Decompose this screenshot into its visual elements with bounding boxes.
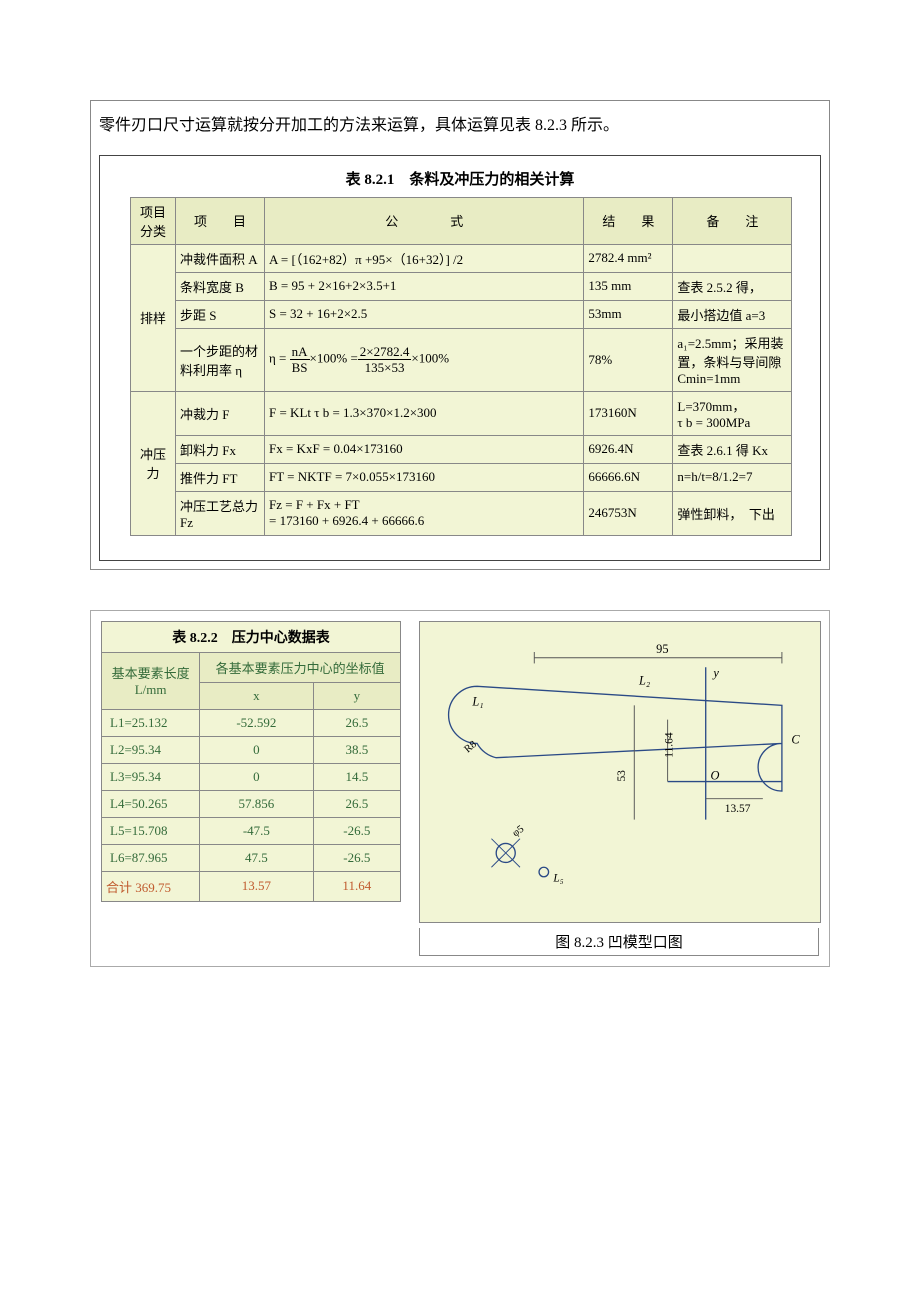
t822-y: -26.5 <box>313 844 400 871</box>
g1-note <box>673 244 792 272</box>
table-821: 项目分类 项 目 公 式 结 果 备 注 排样冲裁件面积 AA = [（162+… <box>130 197 792 536</box>
g1-formula: B = 95 + 2×16+2×3.5+1 <box>265 272 584 300</box>
g2-item: 卸料力 Fx <box>176 435 265 463</box>
th-formula: 公 式 <box>265 197 584 244</box>
table821-title: 表 8.2.1 条料及冲压力的相关计算 <box>100 156 820 197</box>
fig-label-1164: 11.64 <box>663 732 675 758</box>
fig-label-O: O <box>710 768 719 782</box>
t822-total-y: 11.64 <box>313 871 400 901</box>
t822-l: L5=15.708 <box>102 817 200 844</box>
t822-y: 26.5 <box>313 790 400 817</box>
fig-label-C: C <box>791 732 800 746</box>
lower-section: 表 8.2.2 压力中心数据表 基本要素长度 L/mm 各基本要素压力中心的坐标… <box>90 610 830 967</box>
t822-total-l: 合计 369.75 <box>102 871 200 901</box>
g1-result: 135 mm <box>584 272 673 300</box>
t822-x: 57.856 <box>200 790 313 817</box>
g1-formula: S = 32 + 16+2×2.5 <box>265 300 584 328</box>
th-y: y <box>313 682 400 709</box>
th-xy: 各基本要素压力中心的坐标值 <box>200 652 401 682</box>
t822-x: 0 <box>200 763 313 790</box>
fig-label-95: 95 <box>656 642 668 656</box>
t822-y: -26.5 <box>313 817 400 844</box>
t822-y: 26.5 <box>313 709 400 736</box>
fig-label-L2: L₂ <box>638 673 650 687</box>
t822-x: -47.5 <box>200 817 313 844</box>
g2-note: n=h/t=8/1.2=7 <box>673 463 792 491</box>
g2-formula: FT = NKTF = 7×0.055×173160 <box>265 463 584 491</box>
g2-note: L=370mm， τ b = 300MPa <box>673 391 792 435</box>
g1-item: 步距 S <box>176 300 265 328</box>
th-result: 结 果 <box>584 197 673 244</box>
g1-result: 78% <box>584 328 673 391</box>
figure-caption: 图 8.2.3 凹模型口图 <box>419 928 819 956</box>
t822-y: 14.5 <box>313 763 400 790</box>
g1-note: a₁=2.5mm；采用装置，条料与导间隙 Cmin=1mm <box>673 328 792 391</box>
g2-formula: Fz = F + Fx + FT = 173160 + 6926.4 + 666… <box>265 491 584 535</box>
intro-text: 零件刃口尺寸运算就按分开加工的方法来运算，具体运算见表 8.2.3 所示。 <box>99 109 821 155</box>
t822-y: 38.5 <box>313 736 400 763</box>
g1-note: 最小搭边值 a=3 <box>673 300 792 328</box>
g2-item: 冲裁力 F <box>176 391 265 435</box>
g2-note: 查表 2.6.1 得 Kx <box>673 435 792 463</box>
t822-x: -52.592 <box>200 709 313 736</box>
group1-label: 排样 <box>131 244 176 391</box>
table822-wrap: 表 8.2.2 压力中心数据表 基本要素长度 L/mm 各基本要素压力中心的坐标… <box>101 621 401 902</box>
g1-formula: η = nABS×100% =2×2782.4135×53×100% <box>265 328 584 391</box>
th-note: 备 注 <box>673 197 792 244</box>
g2-result: 246753N <box>584 491 673 535</box>
th-cat: 项目分类 <box>131 197 176 244</box>
t822-l: L3=95.34 <box>102 763 200 790</box>
g1-note: 查表 2.5.2 得， <box>673 272 792 300</box>
th-x: x <box>200 682 313 709</box>
fig-label-y: y <box>711 665 719 679</box>
g2-note: 弹性卸料， 下出 <box>673 491 792 535</box>
fig-label-1357: 13.57 <box>725 803 751 815</box>
figure-wrap: 95 y L₁ L₂ R8 C 11.64 53 O 13.57 φ5 L₅ 图… <box>419 621 819 956</box>
t822-l: L2=95.34 <box>102 736 200 763</box>
figure-823: 95 y L₁ L₂ R8 C 11.64 53 O 13.57 φ5 L₅ <box>419 621 821 923</box>
g1-item: 一个步距的材料利用率 η <box>176 328 265 391</box>
inner-table-box: 表 8.2.1 条料及冲压力的相关计算 项目分类 项 目 公 式 结 果 备 注… <box>99 155 821 561</box>
th-item: 项 目 <box>176 197 265 244</box>
t822-l: L1=25.132 <box>102 709 200 736</box>
group2-label: 冲压力 <box>131 391 176 535</box>
g2-result: 66666.6N <box>584 463 673 491</box>
g2-item: 推件力 FT <box>176 463 265 491</box>
g2-formula: F = KLt τ b = 1.3×370×1.2×300 <box>265 391 584 435</box>
g2-result: 173160N <box>584 391 673 435</box>
g1-formula: A = [（162+82）π +95×（16+32）] /2 <box>265 244 584 272</box>
t822-l: L6=87.965 <box>102 844 200 871</box>
g2-result: 6926.4N <box>584 435 673 463</box>
g1-result: 2782.4 mm² <box>584 244 673 272</box>
fig-label-L5: L₅ <box>552 872 563 884</box>
g2-formula: Fx = KxF = 0.04×173160 <box>265 435 584 463</box>
fig-label-L1: L₁ <box>471 694 483 708</box>
fig-label-phi5: φ5 <box>511 823 527 838</box>
t822-total-x: 13.57 <box>200 871 313 901</box>
upper-section: 零件刃口尺寸运算就按分开加工的方法来运算，具体运算见表 8.2.3 所示。 表 … <box>90 100 830 570</box>
t822-x: 0 <box>200 736 313 763</box>
fig-label-53: 53 <box>616 769 628 781</box>
table822-title: 表 8.2.2 压力中心数据表 <box>101 621 401 652</box>
t822-l: L4=50.265 <box>102 790 200 817</box>
table-822: 基本要素长度 L/mm 各基本要素压力中心的坐标值 x y L1=25.132-… <box>101 652 401 902</box>
t822-x: 47.5 <box>200 844 313 871</box>
g1-item: 条料宽度 B <box>176 272 265 300</box>
g1-item: 冲裁件面积 A <box>176 244 265 272</box>
g1-result: 53mm <box>584 300 673 328</box>
th-len: 基本要素长度 L/mm <box>102 652 200 709</box>
g2-item: 冲压工艺总力 Fz <box>176 491 265 535</box>
